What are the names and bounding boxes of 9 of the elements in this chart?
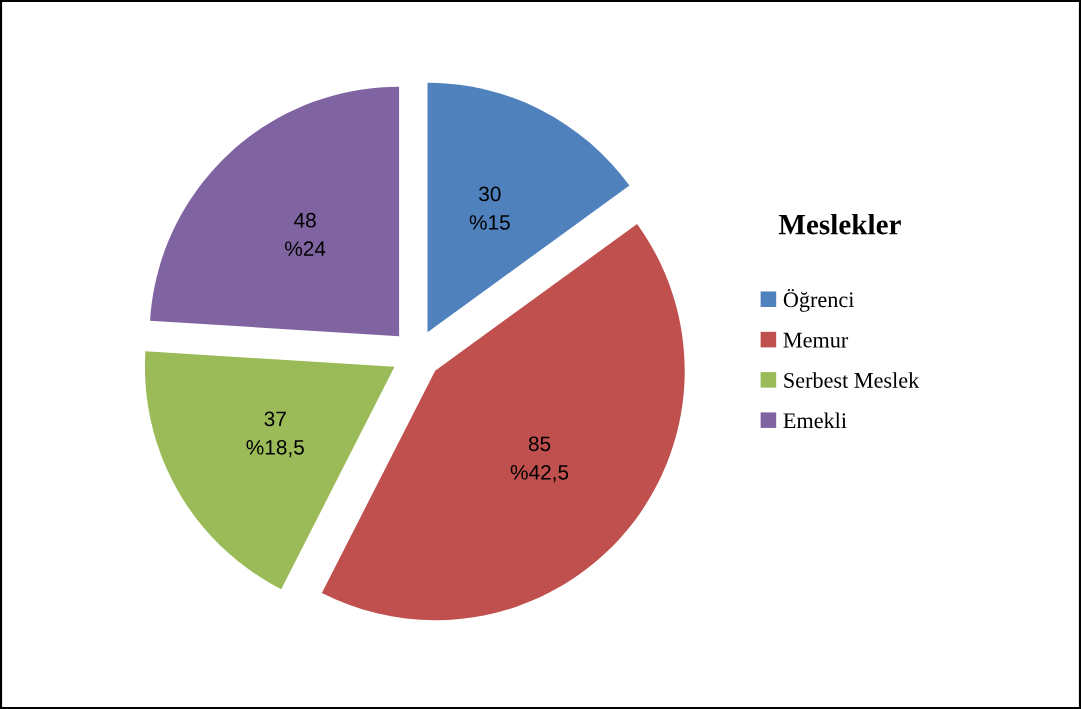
data-label: 30 %15 [469,186,510,230]
legend-label: Emekli [783,412,847,429]
legend-label: Serbest Meslek [784,372,920,388]
data-label: 48 %24 [285,212,326,256]
data-label: 85 %42,5 [510,436,569,483]
legend-title: Meslekler [778,213,901,235]
legend-label: Öğrenci [783,288,854,312]
data-label: 37 %18,5 [246,411,304,458]
legend-label: Memur [783,332,849,348]
